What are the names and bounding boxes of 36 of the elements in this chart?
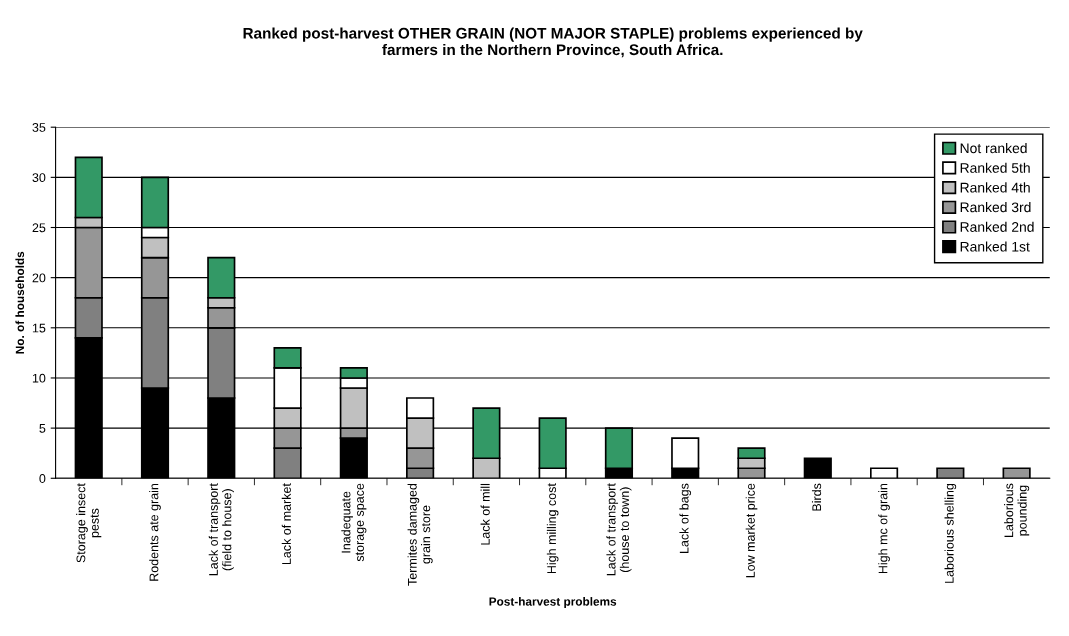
- chart-title: Ranked post-harvest OTHER GRAIN (NOT MAJOR STAPLE) problems experienced by farmers in the Northern Province, South Africa.: [243, 27, 863, 58]
- y-tick-label: 10: [32, 373, 46, 383]
- x-tick-label: Lack of bags: [679, 483, 692, 553]
- x-tick-label: Termites damaged grain store: [407, 483, 433, 586]
- y-tick-label: 35: [32, 123, 46, 132]
- legend-label: Ranked 1st: [960, 241, 1030, 252]
- bar: [869, 467, 899, 479]
- legend-label: Ranked 5th: [960, 162, 1030, 173]
- x-tick-label: Lack of transport (field to house): [208, 483, 234, 576]
- x-tick-label: High milling cost: [546, 483, 559, 574]
- x-tick-label: Laborious pounding: [1004, 483, 1030, 537]
- x-tick-label: Lack of mill: [480, 483, 490, 545]
- x-tick-label: Laborious shelling: [944, 483, 957, 583]
- legend-label: Ranked 2nd: [960, 221, 1034, 232]
- x-tick-label: Lack of market: [281, 483, 291, 565]
- bar: [803, 457, 832, 479]
- y-tick-label: 25: [32, 223, 46, 233]
- x-tick-label: Rodents ate grain: [149, 483, 161, 581]
- y-tick-label: 20: [32, 273, 46, 283]
- x-tick-label: Low market price: [745, 483, 758, 578]
- legend-label: Not ranked: [960, 142, 1027, 154]
- legend-label: Ranked 4th: [960, 182, 1030, 193]
- y-tick-label: 0: [39, 474, 46, 483]
- x-tick-label: Lack of transport (house to town): [606, 483, 632, 576]
- bar: [1002, 467, 1031, 479]
- y-tick-label: 30: [32, 173, 46, 183]
- x-tick-label: High mc of grain: [878, 483, 890, 574]
- y-axis-title: No. of households: [15, 251, 25, 354]
- x-tick-label: Inadequate storage space: [341, 483, 367, 562]
- legend-label: Ranked 3rd: [960, 202, 1031, 213]
- x-tick-label: Birds: [811, 483, 822, 511]
- x-axis-title: Post-harvest problems: [489, 597, 617, 609]
- bar: [936, 467, 965, 479]
- y-tick-label: 15: [32, 323, 46, 333]
- y-tick-label: 5: [39, 424, 46, 433]
- x-tick-label: Storage insect pests: [76, 483, 102, 563]
